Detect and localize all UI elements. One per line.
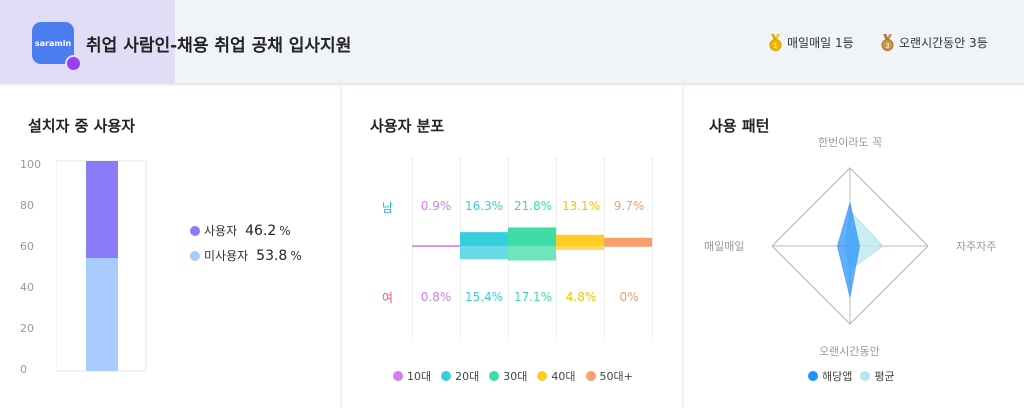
legend-users-label: 사용자 [204,224,238,238]
female-bar-20대 [460,246,508,260]
badge-daily-label: 매일매일 1등 [787,36,854,50]
male-bar-30대 [508,227,556,246]
svg-text:3: 3 [885,42,889,50]
legend-nonusers: 미사용자 53.8 % [190,247,302,264]
female-label: 여 [382,291,394,305]
y-tick: 100 [20,158,41,171]
pattern-title: 사용 패턴 [709,117,770,135]
legend-users-value: 46.2 [245,222,277,239]
y-tick: 60 [20,240,34,253]
header-highlight [0,0,175,84]
installed-users-title: 설치자 중 사용자 [28,117,136,135]
legend-users-dot [190,225,200,236]
app-header: saramin 취업 사람인-채용 취업 공채 입사지원 1 매일매일 1등 3… [0,0,1024,84]
app-status-dot [65,55,82,72]
female-bar-50대+ [604,246,652,247]
female-bar-10대 [412,246,460,247]
male-pct-40s: 13.1% [561,199,601,213]
radar-series-this-app [837,202,860,297]
legend-average-dot [860,371,871,381]
y-tick: 20 [20,322,34,335]
legend-10s-label: 10대 [407,370,432,383]
male-pct-20s: 16.3% [464,199,504,213]
female-pct-50s: 0% [619,290,639,304]
badge-daily: 1 매일매일 1등 [768,34,854,51]
female-pct-20s: 15.4% [464,290,504,304]
badge-longtime: 3 오랜시간동안 3등 [880,34,988,51]
pattern-legend: 해당앱 평균 [808,368,895,384]
badge-longtime-label: 오랜시간동안 3등 [899,36,988,50]
distribution-title: 사용자 분포 [370,117,445,135]
bar-users [86,161,118,259]
y-tick: 80 [20,199,34,212]
legend-nonusers-unit: % [290,248,302,263]
female-pct-40s: 4.8% [565,290,597,304]
legend-this-app-label: 해당앱 [822,370,853,383]
legend-users: 사용자 46.2 % [190,222,291,239]
legend-50s-dot [585,371,596,381]
female-pct-10s: 0.8% [420,290,452,304]
legend-nonusers-dot [190,250,200,261]
app-title: 취업 사람인-채용 취업 공채 입사지원 [86,36,352,56]
legend-nonusers-label: 미사용자 [204,249,249,263]
usage-pattern-panel: 사용 패턴 한번이라도 꼭 자주자주 오랜시간동안 매일매일 해당앱 평균 [684,86,1024,408]
legend-10s-dot [393,371,403,381]
legend-nonusers-value: 53.8 [256,247,288,264]
male-pct-30s: 21.8% [513,199,553,213]
female-bar-40대 [556,246,604,251]
bar-nonusers [86,258,118,371]
legend-30s-dot [489,371,500,381]
distribution-legend: 10대 20대 30대 40대 50대+ [393,368,633,384]
male-pct-50s: 9.7% [613,199,645,213]
legend-40s-label: 40대 [551,370,576,383]
svg-text:1: 1 [773,42,777,50]
male-pct-10s: 0.9% [420,199,452,213]
y-tick: 0 [20,363,27,376]
male-label: 남 [382,201,394,215]
male-bar-10대 [412,245,460,247]
bronze-medal-icon: 3 [881,34,894,51]
legend-50s-label: 50대+ [599,370,633,383]
male-bar-40대 [556,234,604,246]
y-tick: 40 [20,281,34,294]
radar-axis-top: 한번이라도 꼭 [818,136,883,149]
user-distribution-panel: 사용자 분포 남 여 0.9% 16.3% 21.8% 13.1% 9.7% 0… [342,86,682,408]
legend-average-label: 평균 [874,370,895,383]
radar-axis-bottom: 오랜시간동안 [819,345,880,358]
legend-30s-label: 30대 [503,370,528,383]
legend-this-app-dot [808,371,818,381]
male-bar-20대 [460,232,508,246]
installed-users-chart [56,160,147,372]
legend-20s-label: 20대 [455,370,480,383]
radar-axis-right: 자주자주 [956,240,997,253]
legend-users-unit: % [279,223,291,238]
radar-axis-left: 매일매일 [704,240,745,253]
male-bar-50대+ [604,237,652,246]
app-icon-text: saramin [34,38,72,48]
usage-pattern-radar [772,167,928,325]
installed-users-panel: 설치자 중 사용자 100 80 60 40 20 0 사용자 46.2 % 미… [0,86,340,408]
gold-medal-icon: 1 [769,34,782,51]
legend-40s-dot [537,371,548,381]
female-pct-30s: 17.1% [513,290,553,304]
legend-20s-dot [441,371,452,381]
female-bar-30대 [508,246,556,261]
distribution-chart [412,156,653,342]
